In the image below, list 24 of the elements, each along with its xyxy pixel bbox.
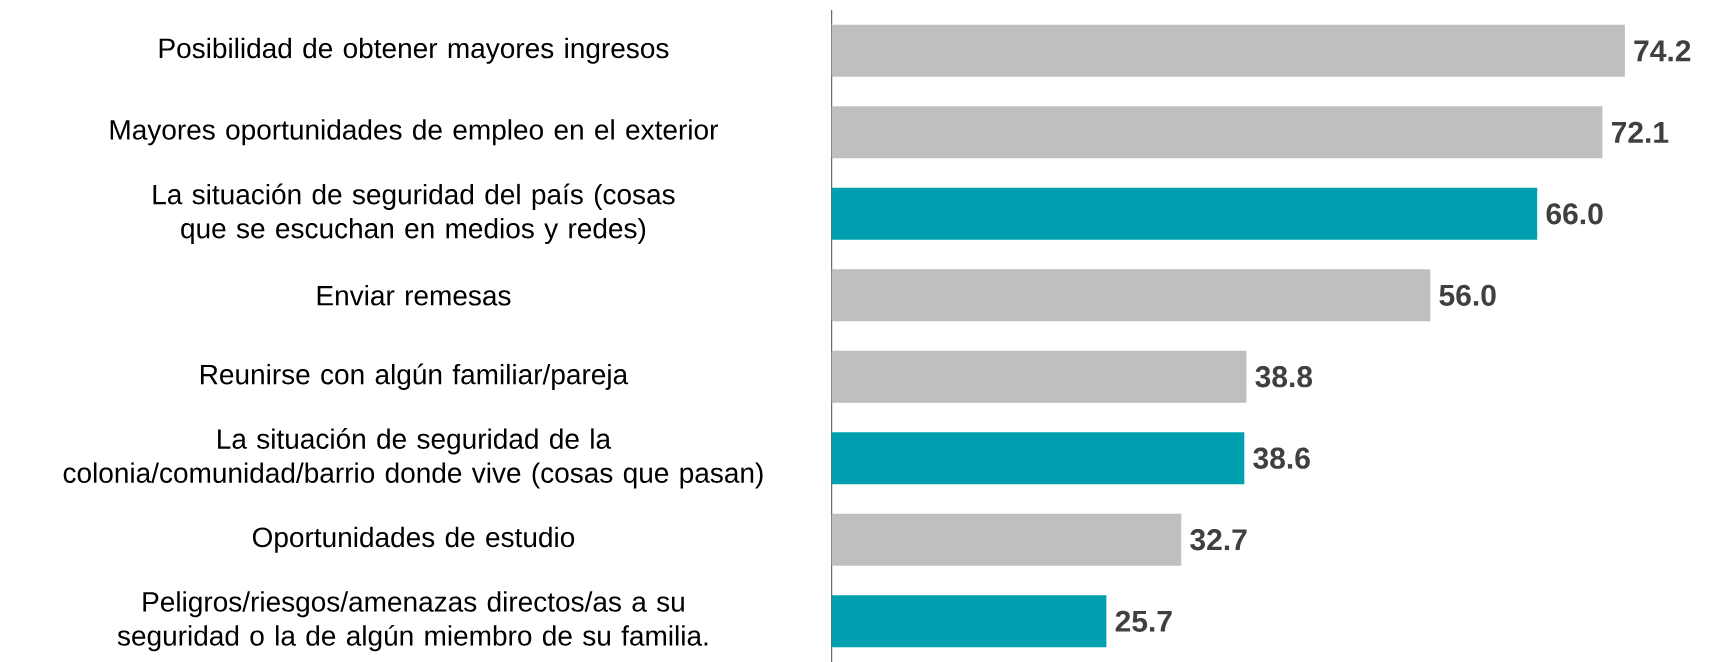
y-tick-label: La situación de seguridad del país (cosas que se escuchan en medios y redes) — [153, 183, 675, 244]
data-label: 25.7 — [1115, 610, 1172, 632]
bar — [831, 513, 1182, 566]
y-tick-label: Enviar remesas — [317, 284, 511, 306]
data-label: 74.2 — [1634, 40, 1691, 62]
y-tick-label: La situación de seguridad de la colonia/comunidad/barrio donde vive (cosas que pasan) — [63, 428, 763, 489]
bar — [831, 24, 1625, 77]
data-label: 38.8 — [1255, 366, 1313, 388]
y-tick-label: Mayores oportunidades de empleo en el exterior — [110, 119, 718, 146]
y-tick-label: Peligros/riesgos/amenazas directos/as a su seguridad o la de algún miembro de su familia. — [117, 591, 708, 652]
data-label: 56.0 — [1439, 284, 1496, 306]
data-label: 32.7 — [1190, 529, 1247, 551]
y-tick-label: Oportunidades de estudio — [252, 526, 575, 553]
bar — [831, 595, 1107, 648]
bar — [831, 106, 1603, 159]
data-label: 72.1 — [1611, 121, 1669, 143]
bar — [831, 187, 1538, 240]
y-tick-label: Posibilidad de obtener mayores ingresos — [159, 37, 669, 64]
y-tick-label: Reunirse con algún familiar/pareja — [200, 363, 629, 390]
data-label: 38.6 — [1253, 447, 1310, 469]
bar — [831, 432, 1245, 485]
bar — [831, 269, 1431, 322]
data-label: 66.0 — [1546, 203, 1603, 225]
bar — [831, 350, 1247, 403]
